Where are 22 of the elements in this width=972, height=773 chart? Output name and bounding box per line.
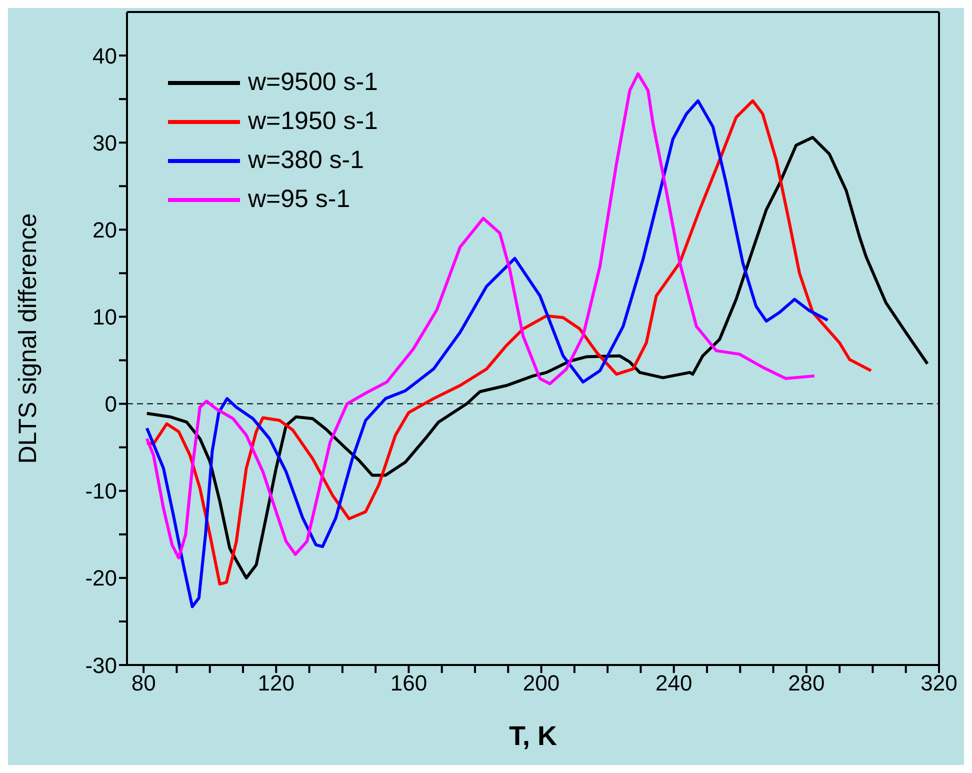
x-tick-label: 200 bbox=[522, 670, 560, 696]
x-tick-label: 120 bbox=[258, 670, 294, 696]
x-tick-label: 240 bbox=[656, 670, 692, 696]
x-axis-title: T, K bbox=[508, 721, 558, 751]
y-tick-label: 30 bbox=[92, 130, 117, 156]
y-axis-title: DLTS signal difference bbox=[14, 213, 42, 464]
y-tick-label: 40 bbox=[92, 43, 117, 68]
y-tick-label: -10 bbox=[85, 478, 117, 504]
y-tick-label: -30 bbox=[85, 652, 117, 678]
y-tick-label: 10 bbox=[92, 304, 117, 330]
legend-label: w=95 s-1 bbox=[248, 185, 350, 214]
y-tick-label: 20 bbox=[92, 217, 117, 242]
x-tick-label: 280 bbox=[788, 670, 825, 696]
y-tick-label: -20 bbox=[85, 566, 117, 591]
x-tick-label: 80 bbox=[131, 670, 156, 696]
legend-label: w=380 s-1 bbox=[248, 146, 364, 175]
x-tick-label: 160 bbox=[390, 670, 428, 696]
line-series bbox=[145, 72, 816, 560]
x-tick-label: 320 bbox=[920, 670, 958, 696]
legend-label: w=1950 s-1 bbox=[248, 107, 378, 136]
y-tick-label: 0 bbox=[104, 392, 117, 417]
legend-label: w=9500 s-1 bbox=[248, 68, 378, 97]
